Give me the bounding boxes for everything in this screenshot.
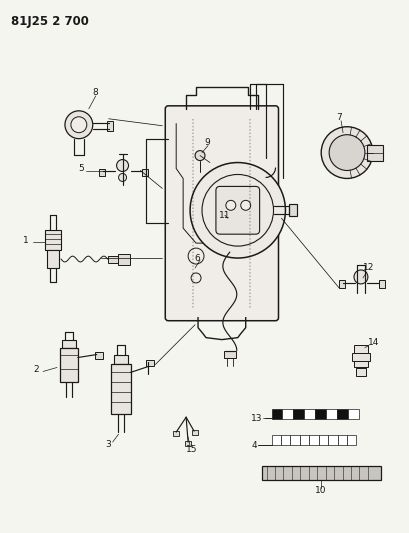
Circle shape <box>329 135 365 171</box>
Text: 8: 8 <box>93 88 99 98</box>
Circle shape <box>354 270 368 284</box>
Circle shape <box>65 111 93 139</box>
Text: 14: 14 <box>368 338 380 347</box>
Text: 2: 2 <box>34 365 39 374</box>
Bar <box>293 409 304 419</box>
Text: 13: 13 <box>251 414 263 423</box>
Bar <box>339 280 345 288</box>
Text: 11: 11 <box>219 211 231 220</box>
Text: 7: 7 <box>336 114 342 122</box>
Bar <box>290 204 297 216</box>
Bar <box>45 230 61 250</box>
Bar <box>337 409 348 419</box>
Circle shape <box>190 163 285 258</box>
Bar <box>192 430 198 435</box>
Bar <box>281 435 290 445</box>
Bar <box>337 435 347 445</box>
Text: 9: 9 <box>204 138 210 147</box>
Bar <box>352 352 370 360</box>
Text: 6: 6 <box>194 254 200 263</box>
Bar <box>356 368 366 376</box>
Bar <box>367 144 383 160</box>
Bar <box>108 256 118 263</box>
Circle shape <box>119 173 126 181</box>
Bar <box>60 348 78 382</box>
Bar <box>62 340 76 348</box>
Circle shape <box>188 248 204 264</box>
Text: 15: 15 <box>187 445 198 454</box>
Bar <box>309 435 319 445</box>
Bar <box>146 360 154 367</box>
Circle shape <box>191 273 201 283</box>
Bar <box>304 409 315 419</box>
Circle shape <box>71 117 87 133</box>
Bar <box>290 435 300 445</box>
Text: 1: 1 <box>23 236 29 245</box>
Bar <box>224 351 236 359</box>
Bar <box>283 409 293 419</box>
Text: 5: 5 <box>78 164 84 173</box>
Text: 81J25 2 700: 81J25 2 700 <box>11 15 89 28</box>
Bar <box>114 354 128 365</box>
Bar <box>319 435 328 445</box>
Bar <box>95 352 103 359</box>
Bar <box>107 121 112 131</box>
FancyBboxPatch shape <box>216 187 260 234</box>
Bar <box>354 360 368 367</box>
Bar <box>99 168 105 176</box>
Bar <box>348 409 359 419</box>
Bar <box>262 466 381 480</box>
Text: 3: 3 <box>106 440 112 449</box>
Bar <box>118 254 130 265</box>
Bar <box>379 280 385 288</box>
Circle shape <box>195 151 205 160</box>
Text: 4: 4 <box>252 441 258 449</box>
Bar <box>315 409 326 419</box>
Circle shape <box>321 127 373 179</box>
Text: 10: 10 <box>315 486 327 495</box>
Bar <box>47 250 59 268</box>
Bar <box>272 435 281 445</box>
Bar <box>111 365 130 414</box>
Bar <box>272 409 283 419</box>
Bar <box>142 168 148 176</box>
Bar <box>347 435 357 445</box>
Circle shape <box>241 200 251 211</box>
Bar <box>326 409 337 419</box>
Bar <box>354 345 368 352</box>
Bar <box>300 435 309 445</box>
Bar <box>328 435 337 445</box>
Circle shape <box>117 159 128 172</box>
Circle shape <box>226 200 236 211</box>
Text: 12: 12 <box>363 263 375 272</box>
Circle shape <box>202 174 274 246</box>
FancyBboxPatch shape <box>165 106 279 321</box>
Bar <box>173 431 179 436</box>
Bar <box>185 441 191 446</box>
